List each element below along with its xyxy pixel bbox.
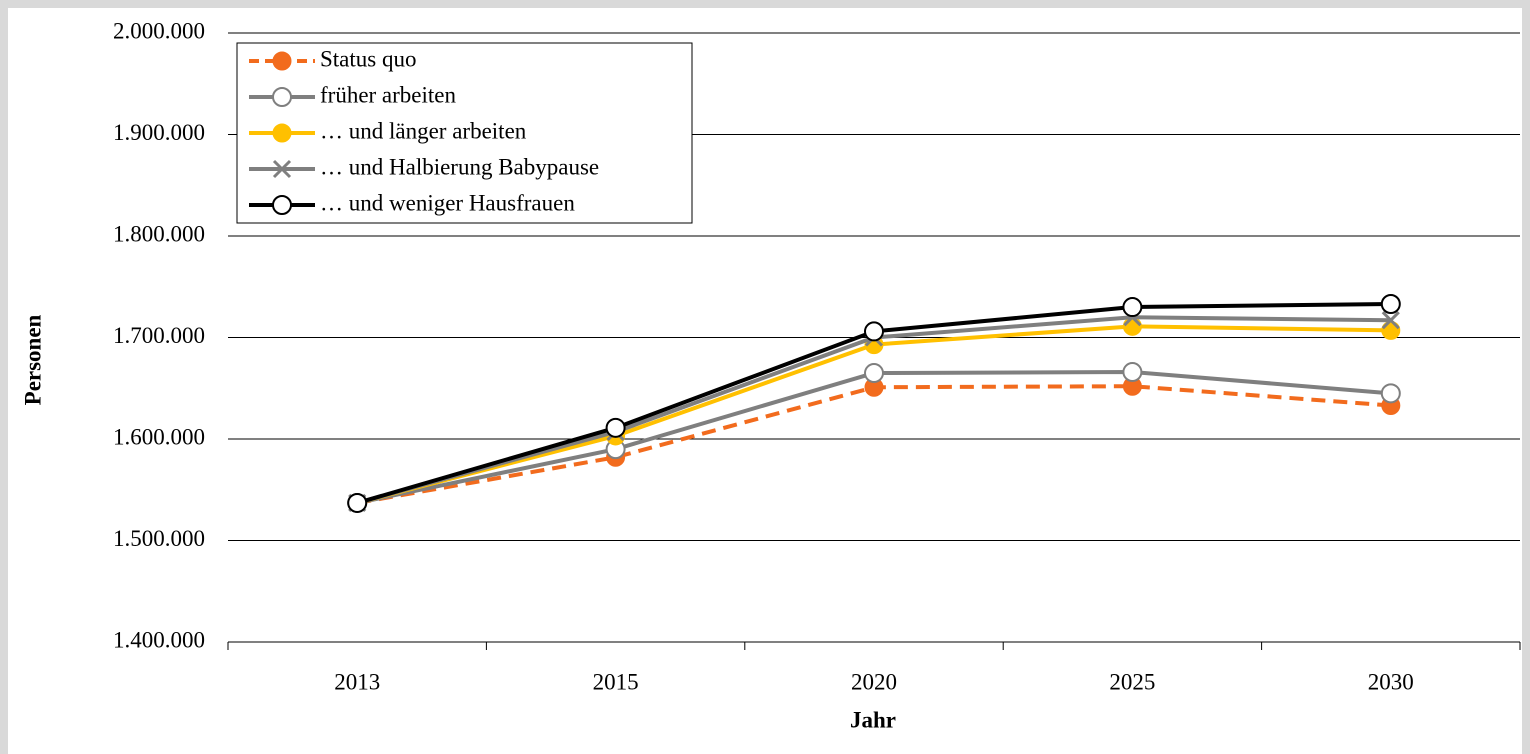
marker [1122, 316, 1142, 336]
x-tick-label: 2015 [593, 669, 639, 694]
marker [1381, 320, 1401, 340]
marker [864, 321, 884, 342]
legend-marker [272, 123, 292, 143]
x-tick-label: 2025 [1109, 669, 1155, 694]
legend-marker [272, 51, 292, 71]
y-tick-label: 1.700.000 [113, 323, 205, 348]
marker [1380, 294, 1401, 315]
legend: Status quo früher arbeiten … und länger ar… [236, 42, 693, 224]
y-tick-label: 2.000.000 [113, 18, 205, 43]
marker [605, 417, 626, 438]
legend-label: … und Halbierung Babypause [320, 154, 599, 179]
x-axis-title: Jahr [850, 707, 896, 732]
legend-label: … und länger arbeiten [320, 118, 527, 143]
marker [347, 492, 368, 513]
legend-marker [272, 87, 292, 107]
x-tick-label: 2030 [1368, 669, 1414, 694]
legend-label: früher arbeiten [320, 82, 457, 107]
y-tick-label: 1.500.000 [113, 526, 205, 551]
y-tick-label: 1.900.000 [113, 120, 205, 145]
legend-label: … und weniger Hausfrauen [320, 190, 575, 215]
marker [1380, 383, 1401, 404]
series [347, 294, 1401, 513]
y-tick-label: 1.800.000 [113, 221, 205, 246]
y-axis-title: Personen [20, 314, 45, 405]
x-tick-label: 2013 [334, 669, 380, 694]
x-tick-label: 2020 [851, 669, 897, 694]
marker [1122, 297, 1143, 318]
y-tick-label: 1.600.000 [113, 424, 205, 449]
legend-label: Status quo [320, 46, 416, 71]
legend-marker [272, 195, 292, 215]
y-tick-label: 1.400.000 [113, 627, 205, 652]
marker [1122, 362, 1143, 383]
marker [1381, 311, 1400, 330]
legend-marker [272, 159, 292, 179]
marker [864, 363, 884, 384]
